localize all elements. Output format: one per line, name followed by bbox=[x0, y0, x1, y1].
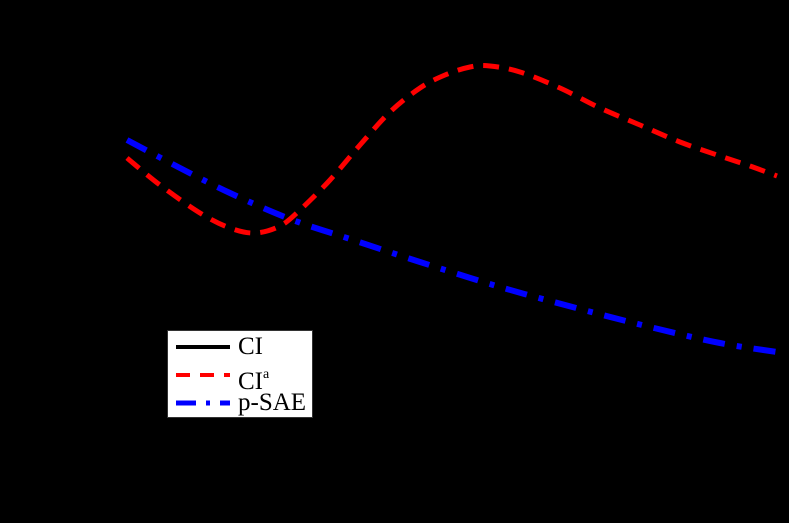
legend-item-cia: CIa bbox=[168, 362, 312, 395]
legend-label-ci: CI bbox=[238, 333, 263, 360]
series-cia-line bbox=[125, 63, 778, 236]
legend: CI CIa p-SAE bbox=[167, 330, 313, 418]
legend-item-p-sae: p-SAE bbox=[168, 390, 312, 418]
legend-swatch-ci-icon bbox=[176, 345, 230, 349]
legend-swatch-p-sae-icon bbox=[176, 400, 230, 406]
legend-label-cia: CIa bbox=[238, 367, 270, 395]
legend-swatch-cia-icon bbox=[176, 373, 230, 377]
series-layer bbox=[125, 63, 778, 355]
series-p-sae-line bbox=[125, 137, 778, 355]
legend-label-p-sae: p-SAE bbox=[238, 389, 307, 416]
legend-item-ci: CI bbox=[168, 334, 312, 362]
